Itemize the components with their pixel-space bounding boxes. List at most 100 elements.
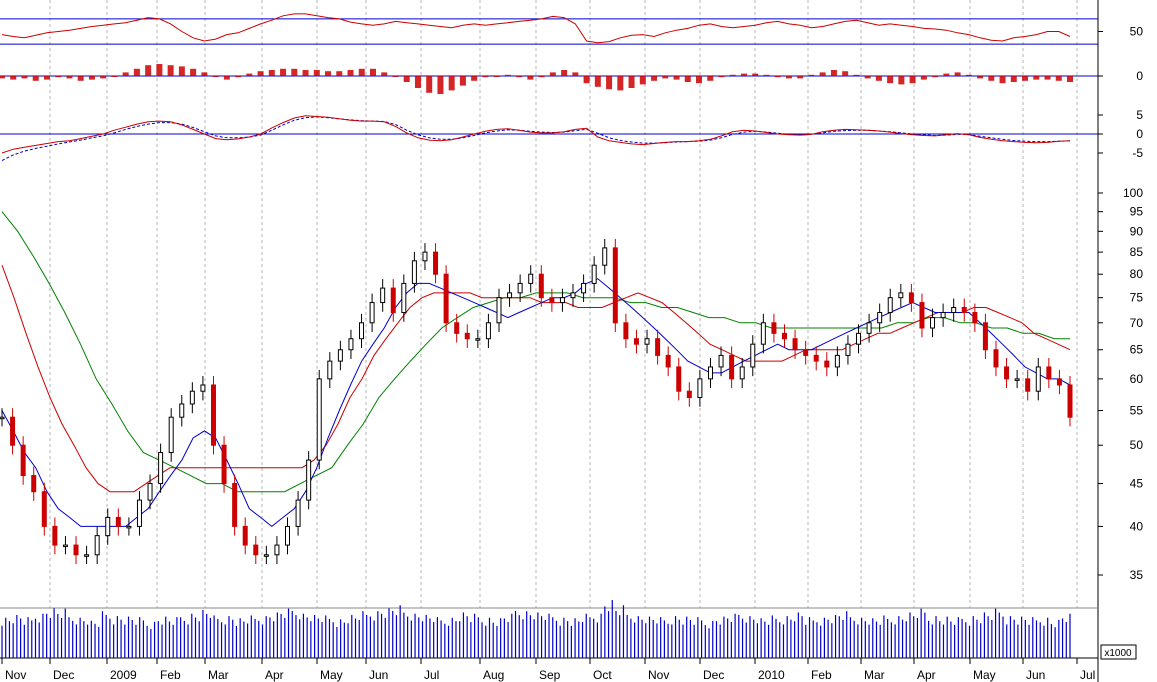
histogram-bar (10, 76, 17, 80)
candle-body (707, 366, 713, 380)
macd-line (1, 115, 1071, 154)
candle-body (644, 338, 650, 345)
histogram-bar (774, 76, 781, 78)
candle-body (781, 332, 787, 340)
histogram-bar (201, 72, 208, 76)
month-label: Jul (1080, 668, 1095, 682)
price-panel (0, 211, 1073, 564)
histogram-bar (696, 76, 703, 84)
candle-body (623, 322, 629, 340)
month-label: Dec (53, 668, 74, 682)
month-label: Feb (811, 668, 832, 682)
histogram-bar (471, 76, 478, 81)
histogram-bar (302, 70, 309, 76)
histogram-bar (111, 76, 118, 77)
macd-panel (0, 115, 1098, 162)
candle-body (718, 354, 724, 368)
candle-body (1056, 378, 1062, 386)
candle-body (507, 292, 513, 299)
candle-body (158, 452, 164, 485)
histogram-bar (572, 72, 579, 76)
candle-body (993, 349, 999, 368)
month-label: Mar (864, 668, 885, 682)
candle-body (1025, 378, 1031, 392)
histogram-bar (504, 74, 511, 76)
month-label: Jun (369, 668, 388, 682)
candle-body (200, 384, 206, 392)
candle-body (750, 343, 756, 368)
candle-body (538, 273, 544, 299)
histogram-bar (55, 76, 62, 78)
histogram-bar (122, 72, 129, 76)
month-label: 2010 (758, 668, 785, 682)
candle-body (454, 322, 460, 334)
axis-tick-label: 0 (1136, 69, 1143, 83)
volume-unit-box (1100, 644, 1137, 660)
histogram-bar (1044, 76, 1051, 80)
candle-body (940, 312, 946, 319)
histogram-bar (516, 76, 523, 78)
month-label: Oct (593, 668, 612, 682)
axis-tick-label: 0 (1136, 127, 1143, 141)
month-label: Mar (208, 668, 229, 682)
histogram-bar (223, 76, 230, 80)
candle-body (274, 544, 280, 556)
candle-body (73, 544, 79, 556)
month-label: Jul (424, 668, 439, 682)
month-label: Apr (265, 668, 284, 682)
candle-body (232, 483, 238, 527)
candle-body (369, 302, 375, 324)
histogram-bar (797, 76, 804, 79)
candle-body (433, 251, 439, 275)
histogram-bar (336, 71, 343, 76)
candle-body (591, 264, 597, 284)
histogram-bar (0, 76, 5, 79)
histogram-bar (729, 74, 736, 76)
candle-body (908, 292, 914, 304)
volume-unit-label: x1000 (1104, 648, 1132, 659)
histogram-bar (403, 76, 410, 82)
histogram-bar (1022, 76, 1029, 81)
histogram-bar (437, 76, 444, 94)
candle-body (485, 322, 491, 340)
histogram-bar (808, 74, 815, 76)
right-axis: 50050-5100959085807570656055504540355000… (1098, 25, 1144, 660)
candle-body (253, 544, 259, 556)
histogram-bar (819, 72, 826, 76)
candle-body (179, 403, 185, 418)
axis-tick-label: 45 (1130, 477, 1144, 491)
histogram-bar (932, 76, 939, 78)
candle-body (189, 390, 195, 405)
histogram-bar (853, 74, 860, 76)
month-label: 2009 (110, 668, 137, 682)
axis-tick-label: 95 (1130, 205, 1144, 219)
histogram-bar (898, 76, 905, 85)
histogram-bar (583, 76, 590, 84)
histogram-bar (527, 76, 534, 80)
candle-body (803, 349, 809, 356)
macd-histogram-panel (0, 64, 1098, 94)
candle-body (41, 491, 47, 527)
histogram-bar (684, 76, 691, 82)
candle-body (676, 366, 682, 392)
candle-body (464, 332, 470, 340)
moving-average-long (1, 211, 1070, 493)
candle-body (1004, 366, 1010, 380)
candle-body (887, 297, 893, 314)
histogram-bar (448, 76, 455, 91)
candle-body (295, 499, 301, 527)
axis-tick-label: 5 (1136, 108, 1143, 122)
histogram-bar (864, 76, 871, 79)
histogram-bar (999, 76, 1006, 84)
candle-body (316, 378, 322, 461)
candle-body (729, 354, 735, 380)
histogram-bar (482, 76, 489, 78)
candle-body (982, 322, 988, 351)
histogram-bar (887, 76, 894, 84)
histogram-bar (268, 70, 275, 76)
candle-body (380, 287, 386, 304)
histogram-bar (740, 73, 747, 76)
candle-body (581, 282, 587, 294)
candle-body (52, 525, 58, 546)
